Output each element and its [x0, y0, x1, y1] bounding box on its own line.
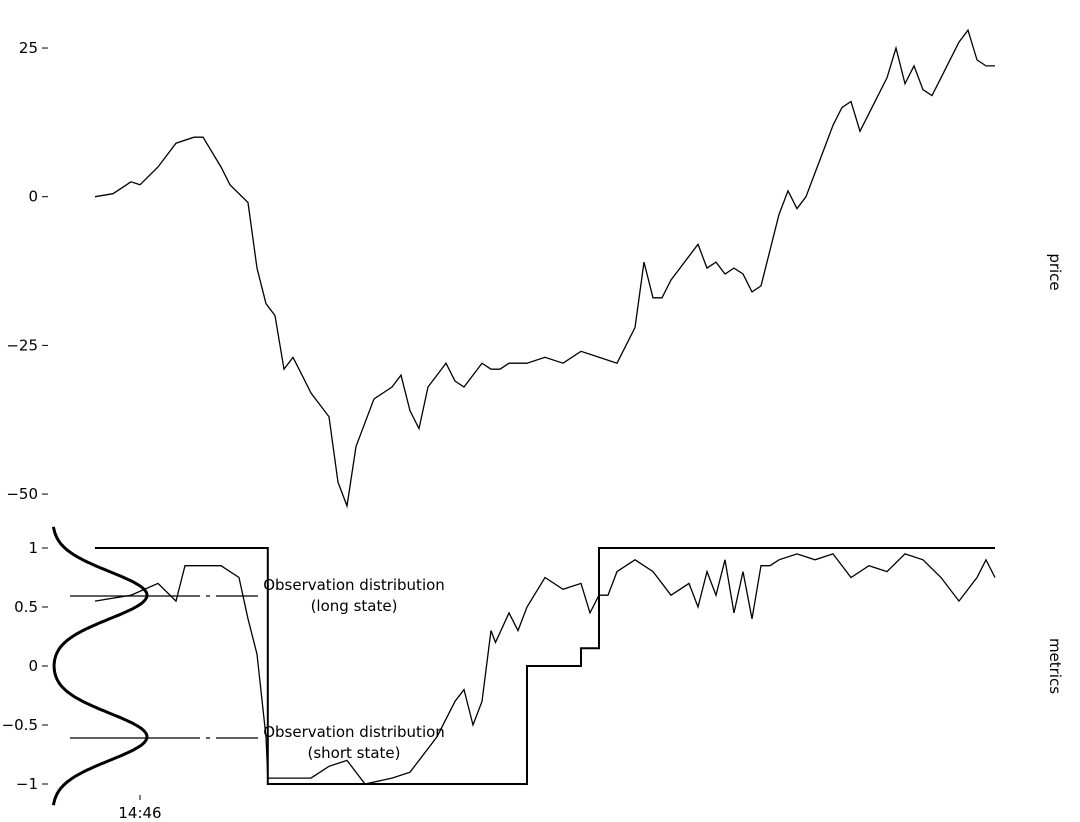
price-y-tick-label: 25: [19, 39, 38, 57]
metrics-x-ticks: 14:46: [118, 795, 162, 822]
metrics-panel: 1 0.5 0 −0.5 −1 Observation distribution (lo…: [2, 526, 1064, 822]
price-y-tick-label: 0: [28, 188, 38, 206]
state-step-line: [95, 547, 995, 785]
long-state-annotation-line2: (long state): [311, 597, 398, 615]
price-panel: 25 0 −25 −50 price: [6, 28, 1064, 509]
price-axis-label: price: [1046, 253, 1064, 290]
metrics-y-tick-label: −0.5: [2, 716, 38, 734]
price-y-ticks: 25 0 −25 −50: [6, 39, 48, 503]
metrics-y-tick-label: 0: [28, 657, 38, 675]
metrics-y-tick-label: −1: [16, 775, 38, 793]
price-y-tick-label: −25: [6, 336, 38, 354]
short-state-annotation-line1: Observation distribution: [263, 723, 445, 741]
metric-series-line: [94, 553, 996, 785]
metrics-y-tick-label: 0.5: [14, 598, 38, 616]
observation-density-curve: [51, 526, 149, 806]
price-series-line: [94, 28, 995, 509]
short-state-annotation-line2: (short state): [307, 744, 400, 762]
metrics-y-tick-label: 1: [28, 539, 38, 557]
metrics-x-tick-label: 14:46: [118, 804, 161, 822]
metrics-axis-label: metrics: [1046, 638, 1064, 694]
long-state-annotation-line1: Observation distribution: [263, 576, 445, 594]
metrics-y-ticks: 1 0.5 0 −0.5 −1: [2, 539, 48, 793]
price-y-tick-label: −50: [6, 485, 38, 503]
